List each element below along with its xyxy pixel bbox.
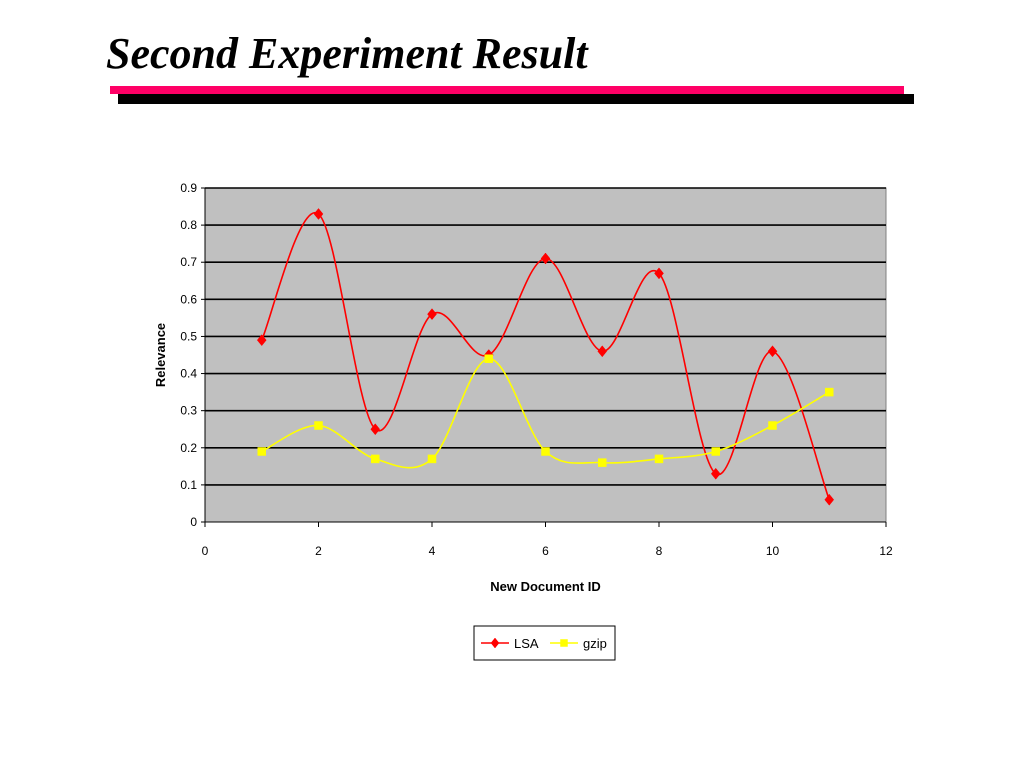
legend-marker-lsa [490,637,500,649]
x-tick-label: 4 [429,544,436,558]
y-tick-label: 0.1 [180,478,197,492]
plot-area [204,187,887,523]
data-point-gzip [314,421,323,430]
x-tick-label: 6 [542,544,549,558]
x-tick-label: 12 [879,544,893,558]
y-tick-label: 0.9 [180,181,197,195]
data-point-lsa [313,208,324,220]
data-point-gzip [484,354,493,363]
chart-legend: LSA gzip [473,625,616,661]
data-point-gzip [825,387,834,397]
legend-label-gzip: gzip [583,636,607,651]
data-point-gzip [711,447,720,456]
data-point-gzip [427,454,437,464]
chart-series [256,208,835,506]
y-tick-label: 0.4 [180,367,197,381]
chart-axes: 0 0.1 0.2 0.3 0.4 0.5 0.6 0.7 0.8 0.9 0 2 4 6 8 10 12 [180,181,893,558]
data-point-lsa [710,467,721,480]
y-tick-label: 0.8 [180,218,197,232]
data-point-lsa [654,267,664,280]
y-tick-label: 0.6 [180,292,197,306]
data-point-lsa [427,308,437,321]
y-tick-label: 0.7 [180,255,197,269]
y-tick-label: 0.3 [180,404,197,418]
x-tick-label: 8 [656,544,663,558]
data-point-gzip [257,447,266,456]
data-point-lsa [370,423,381,436]
y-axis-title: Relevance [153,323,168,387]
data-point-lsa [767,345,778,358]
data-point-gzip [371,454,380,464]
data-point-lsa [597,345,608,358]
x-tick-label: 10 [766,544,780,558]
data-point-gzip [768,421,777,430]
x-tick-label: 2 [315,544,322,558]
series-line-gzip [261,357,830,469]
y-tick-label: 0.2 [180,441,197,455]
plot-background [204,187,887,523]
x-axis-title: New Document ID [490,579,601,594]
legend-label-lsa: LSA [514,636,539,651]
data-point-gzip [654,454,664,464]
x-tick-label: 0 [202,544,209,558]
slide-title: Second Experiment Result [106,29,588,78]
y-tick-label: 0.5 [180,329,197,343]
data-point-gzip [598,458,607,467]
title-underline-accent [110,86,904,94]
data-point-lsa [824,493,835,506]
data-point-gzip [541,447,550,456]
title-underline-shadow [118,94,914,104]
data-point-lsa [256,334,267,347]
legend-marker-gzip [560,639,568,647]
data-point-lsa [540,252,551,265]
y-tick-label: 0 [190,515,197,529]
